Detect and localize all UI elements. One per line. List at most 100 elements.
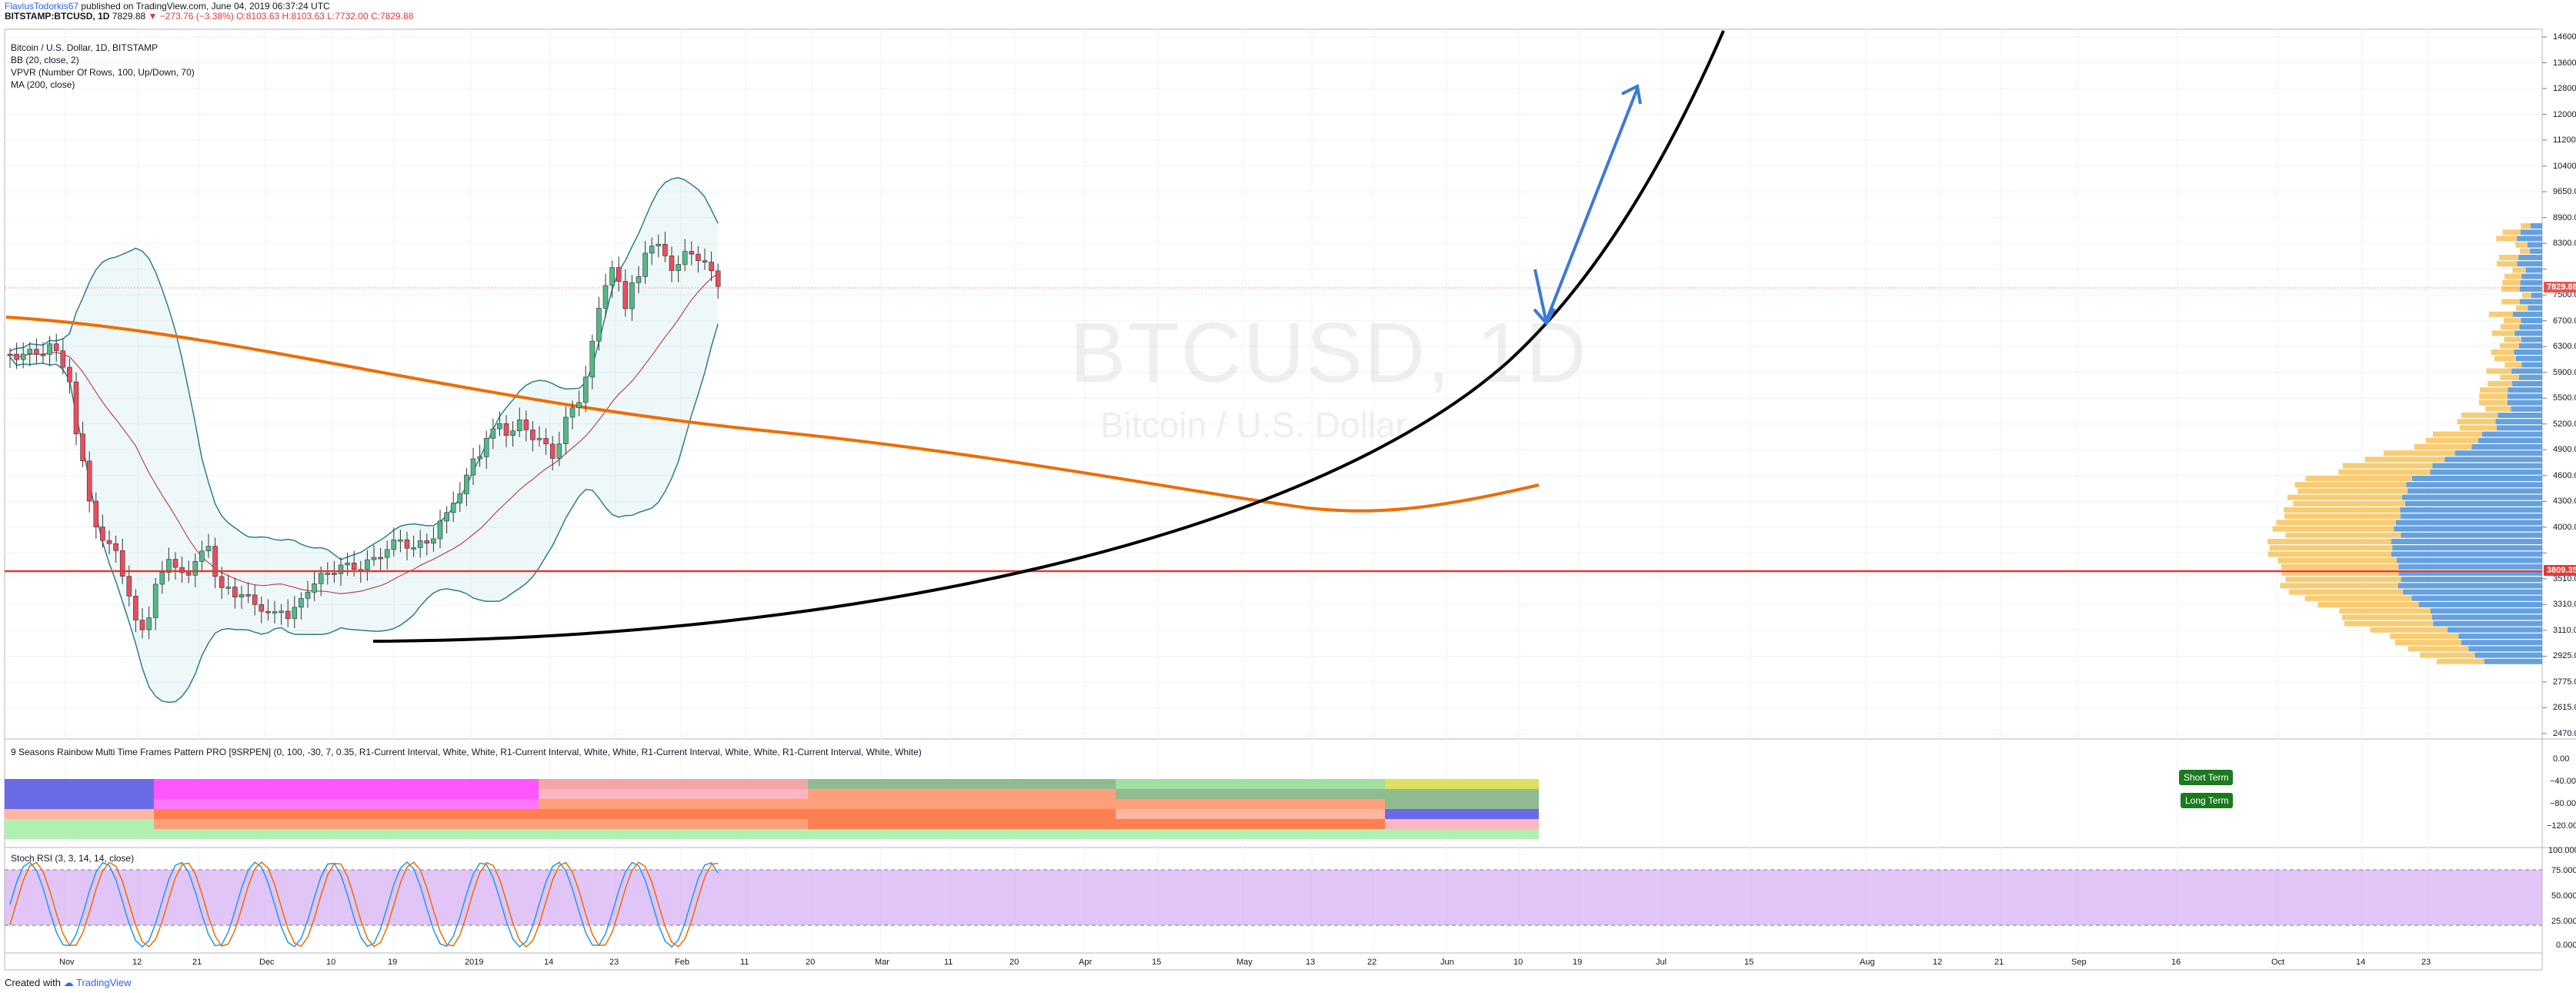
time-axis-label: Mar xyxy=(875,958,889,967)
vp-bar-down xyxy=(2276,520,2396,525)
vp-bar-down xyxy=(2289,590,2403,595)
candle-body xyxy=(8,354,12,356)
candle-body xyxy=(610,268,615,286)
vp-bar-down xyxy=(2420,653,2475,658)
time-axis-label: Jul xyxy=(1656,958,1667,967)
vp-bar-down xyxy=(2343,463,2433,469)
time-axis-label: Aug xyxy=(1860,958,1875,967)
price-axis-label: 4300.00 xyxy=(2553,496,2576,506)
candle-body xyxy=(385,550,389,557)
vp-bar-down xyxy=(2461,413,2498,418)
candle-body xyxy=(662,244,667,256)
time-axis-label: 20 xyxy=(1009,958,1019,967)
rainbow-cell xyxy=(539,799,808,809)
last-price-tag: 7829.88 xyxy=(2544,282,2576,293)
candle-body xyxy=(186,573,191,575)
price-axis-label: 11200.00 xyxy=(2553,135,2576,145)
vp-bar-down xyxy=(2504,274,2521,279)
rainbow-cell xyxy=(5,819,154,829)
vp-bar-down xyxy=(2502,280,2520,286)
vp-bar-down xyxy=(2501,299,2520,304)
long-term-badge: Long Term xyxy=(2181,793,2233,808)
candle-body xyxy=(649,246,654,253)
vp-bar-down xyxy=(2370,627,2448,633)
candle-body xyxy=(603,286,608,309)
vp-bar-down xyxy=(2317,602,2418,607)
price-axis-label: 5900.00 xyxy=(2553,368,2576,377)
vp-bar-down xyxy=(2344,621,2434,627)
vp-bar-up xyxy=(2519,375,2542,380)
rainbow-axis-2: −80.00 xyxy=(2550,799,2576,808)
rainbow-cell xyxy=(5,789,154,799)
vp-bar-up xyxy=(2403,590,2542,595)
vp-bar-down xyxy=(2414,444,2472,450)
vp-bar-down xyxy=(2516,306,2528,311)
rainbow-cell xyxy=(808,789,1116,799)
price-axis-label: 4600.00 xyxy=(2553,471,2576,480)
legend-vpvr: VPVR (Number Of Rows, 100, Up/Down, 70) xyxy=(11,66,195,79)
time-axis-label: Nov xyxy=(59,958,75,967)
time-axis-label: 14 xyxy=(544,958,553,967)
vp-bar-up xyxy=(2521,274,2542,279)
price-axis-label: 12800.00 xyxy=(2553,84,2576,93)
vp-bar-up xyxy=(2498,413,2542,418)
vp-bar-down xyxy=(2496,236,2517,241)
candle-body xyxy=(398,540,402,541)
price-axis-label: 9650.00 xyxy=(2553,187,2576,196)
candle-body xyxy=(252,595,257,605)
rainbow-cell xyxy=(1385,789,1539,799)
vp-bar-down xyxy=(2384,450,2455,456)
candle-body xyxy=(524,420,529,430)
vp-bar-down xyxy=(2512,267,2525,272)
vp-bar-up xyxy=(2484,659,2542,664)
vp-bar-down xyxy=(2504,337,2521,343)
vp-bar-down xyxy=(2284,513,2401,519)
vp-bar-down xyxy=(2460,425,2497,430)
vp-bar-down xyxy=(2408,646,2468,651)
vp-bar-up xyxy=(2455,450,2542,456)
candle-body xyxy=(133,596,138,620)
rainbow-cell xyxy=(154,809,539,819)
time-axis-label: 16 xyxy=(2171,958,2181,967)
candle-body xyxy=(246,594,251,596)
rainbow-cell xyxy=(154,829,539,839)
vp-bar-up xyxy=(2521,362,2542,367)
rainbow-label: 9 Seasons Rainbow Multi Time Frames Patt… xyxy=(11,747,922,757)
time-axis-label: Jun xyxy=(1440,958,1454,967)
vp-bar-down xyxy=(2270,545,2392,550)
rainbow-cell xyxy=(1116,829,1385,839)
rainbow-axis-0: 0.00 xyxy=(2553,754,2569,764)
candle-body xyxy=(114,543,118,550)
rainbow-cell xyxy=(808,799,1116,809)
rainbow-cell xyxy=(1116,789,1385,799)
price-axis-label: 2925.00 xyxy=(2553,651,2576,660)
time-axis-label: 19 xyxy=(1573,958,1582,967)
candle-body xyxy=(193,561,198,575)
rainbow-cell xyxy=(539,779,808,789)
time-axis-label: 10 xyxy=(326,958,335,967)
candle-body xyxy=(41,354,45,356)
candle-body xyxy=(332,573,336,574)
candle-body xyxy=(94,501,98,527)
tradingview-link[interactable]: TradingView xyxy=(76,977,132,988)
vp-bar-up xyxy=(2468,646,2542,651)
candle-body xyxy=(629,283,634,309)
candle-body xyxy=(643,253,648,276)
vp-bar-up xyxy=(2526,267,2542,272)
candle-body xyxy=(392,540,396,550)
time-axis-label: 22 xyxy=(1367,958,1376,967)
vp-bar-up xyxy=(2520,299,2542,304)
vp-bar-down xyxy=(2479,393,2508,399)
candle-body xyxy=(623,282,628,309)
vp-bar-down xyxy=(2494,356,2516,361)
time-axis-label: 12 xyxy=(132,958,142,967)
vp-bar-down xyxy=(2489,312,2513,317)
time-axis-label: 10 xyxy=(1513,958,1523,967)
rainbow-cell xyxy=(539,809,808,819)
vp-bar-up xyxy=(2508,387,2542,393)
vp-bar-down xyxy=(2295,482,2407,487)
vp-bar-up xyxy=(2433,621,2542,627)
candle-body xyxy=(325,573,330,574)
vp-bar-up xyxy=(2517,236,2542,241)
